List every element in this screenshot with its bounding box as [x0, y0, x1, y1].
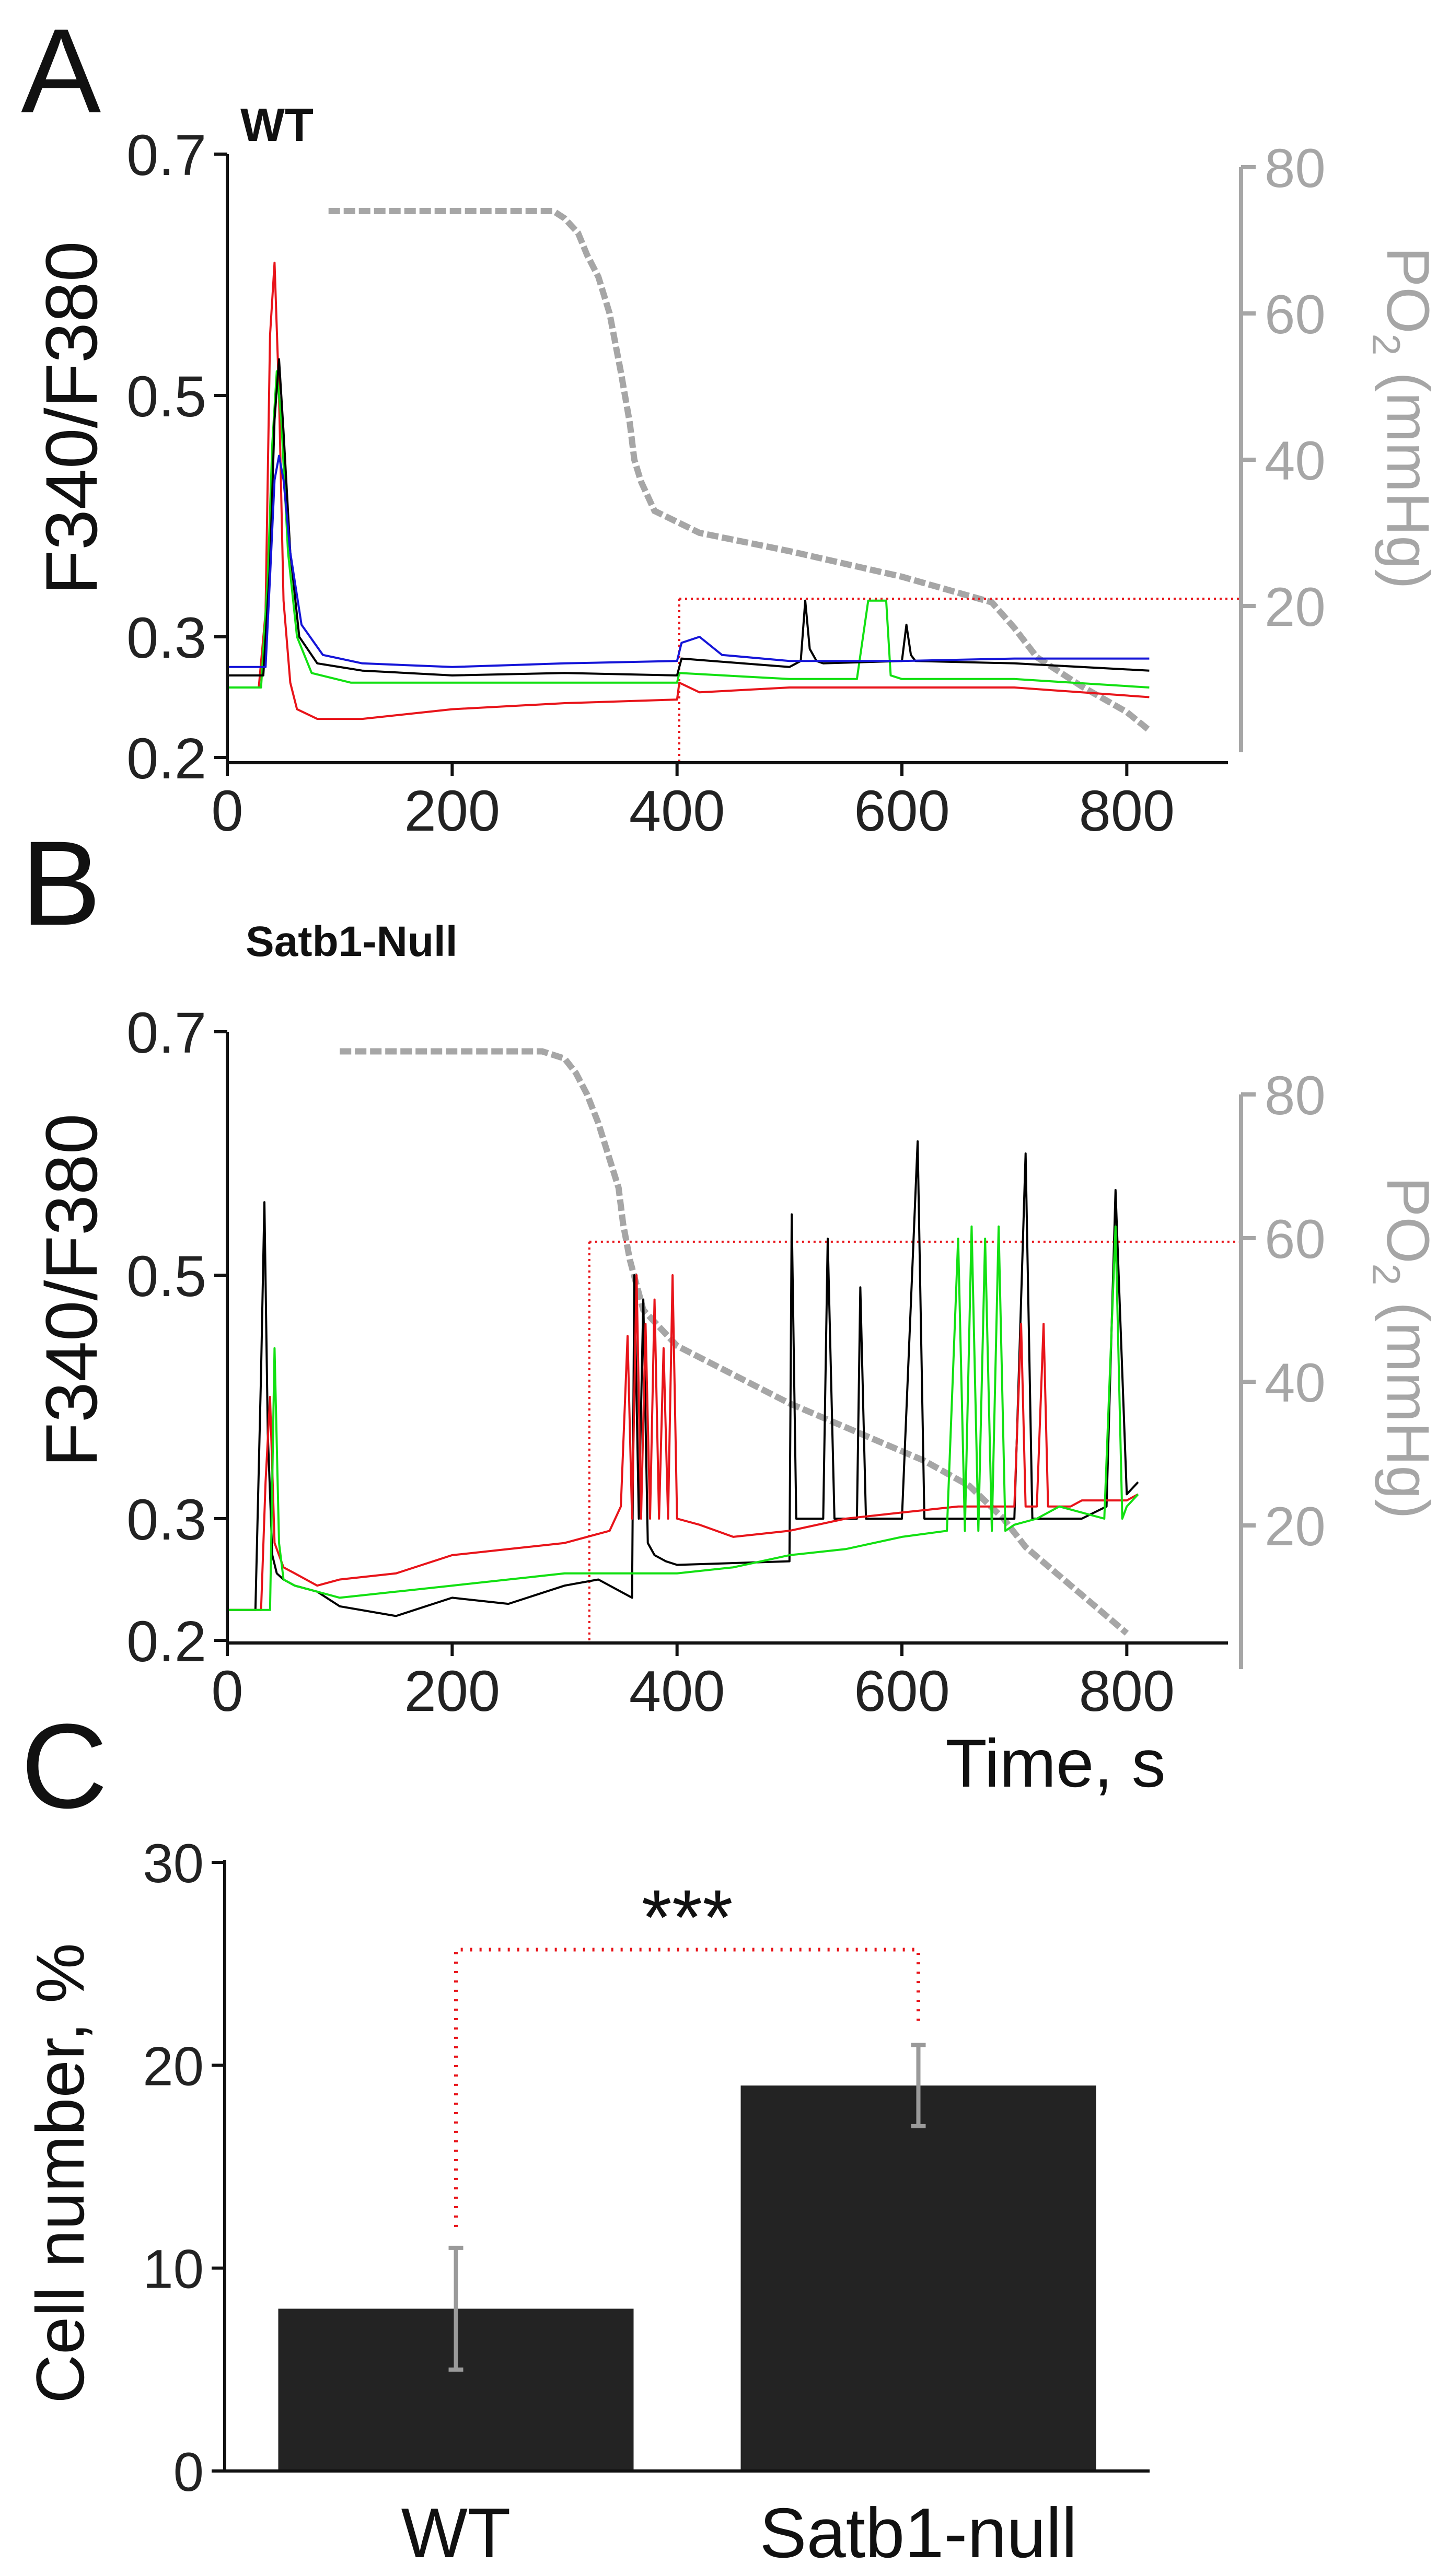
panel-a-po2-trace [328, 208, 1152, 733]
panel-a-po2-tick-label: 40 [1265, 430, 1326, 492]
panel-b-title: Satb1-Null [246, 918, 457, 965]
panel-b-chart: Satb1-Null F340/F380 PO2 (mmHg) Time, s … [30, 918, 1437, 1801]
panel-b-y-tick-label: 0.3 [126, 1488, 206, 1552]
panel-b-x-tick-label: 200 [404, 1659, 501, 1723]
panel-b-trace-red [227, 1274, 1139, 1611]
panel-a-y-tick-label: 0.7 [126, 123, 206, 188]
panel-label-b: B [21, 816, 101, 950]
panel-b-po2-tick-label: 80 [1265, 1065, 1326, 1126]
panel-label-c: C [21, 1699, 108, 1833]
panel-c-y-tick-label: 10 [143, 2239, 204, 2300]
panel-b-po2-label: PO2 (mmHg) [1364, 1176, 1437, 1519]
panel-b-po2-label-unit: (mmHg) [1374, 1285, 1437, 1519]
panel-c-chart: Cell number, % WT Satb1-null *** 0 10 20 30 [22, 1833, 1150, 2572]
panel-b-y-label: F340/F380 [30, 1113, 112, 1467]
panel-a-chart: WT F340/F380 PO2 (mmHg) 0.2 0.3 0.5 0.7 0 200… [30, 99, 1437, 843]
panel-a-po2-label-sub: 2 [1364, 334, 1408, 356]
panel-b-po2-label-main: PO [1374, 1176, 1437, 1263]
panel-c-y-tick-label: 20 [143, 2036, 204, 2097]
panel-a-trace-blue [227, 454, 1150, 668]
panel-label-a: A [21, 4, 101, 138]
panel-c-y-tick-label: 0 [173, 2442, 204, 2503]
significance-label: *** [641, 1873, 733, 1961]
panel-b-po2-tick-label: 60 [1265, 1209, 1326, 1270]
panel-a-y-tick-label: 0.3 [126, 606, 206, 670]
panel-a-po2-tick-label: 20 [1265, 577, 1326, 638]
panel-b-po2-tick-label: 20 [1265, 1496, 1326, 1557]
panel-a-po2-label-main: PO [1374, 247, 1437, 333]
panel-a-x-tick-label: 600 [854, 779, 950, 843]
panel-c-y-label: Cell number, % [22, 1943, 98, 2404]
panel-b-x-tick-label: 600 [854, 1659, 950, 1723]
panel-a-trace-red [227, 261, 1150, 720]
panel-c-y-tick-label: 30 [143, 1833, 204, 1894]
panel-b-po2-label-sub: 2 [1364, 1264, 1408, 1286]
panel-a-po2-tick-label: 80 [1265, 138, 1326, 199]
panel-b-po2-trace [340, 1048, 1129, 1636]
panel-a-po2-label: PO2 (mmHg) [1364, 247, 1437, 589]
panel-b-po2-tick-label: 40 [1265, 1353, 1326, 1414]
panel-a-po2-tick-label: 60 [1265, 284, 1326, 345]
panel-b-x-tick-label: 400 [629, 1659, 725, 1723]
panel-b-y-tick-label: 0.2 [126, 1610, 206, 1674]
panel-a-x-tick-label: 400 [629, 779, 725, 843]
panel-b-y-tick-label: 0.7 [126, 1001, 206, 1065]
panel-b-x-label: Time, s [945, 1725, 1165, 1801]
panel-a-x-tick-label: 800 [1079, 779, 1175, 843]
x-category-label: Satb1-null [760, 2493, 1077, 2572]
panel-a-trace-black [227, 358, 1150, 677]
panel-a-y-label: F340/F380 [30, 241, 112, 595]
panel-a-y-tick-label: 0.2 [126, 727, 206, 791]
panel-a-trace-green [227, 370, 1150, 689]
panel-a-x-tick-label: 0 [211, 779, 243, 843]
panel-b-x-tick-label: 800 [1079, 1659, 1175, 1723]
panel-a-y-tick-label: 0.5 [126, 365, 206, 429]
panel-b-x-tick-label: 0 [211, 1659, 243, 1723]
panel-b-trace-green [227, 1225, 1139, 1611]
panel-a-x-tick-label: 200 [404, 779, 501, 843]
bar-satb1-null [740, 2085, 1096, 2471]
panel-a-po2-label-unit: (mmHg) [1374, 355, 1437, 589]
panel-b-y-tick-label: 0.5 [126, 1244, 206, 1309]
x-category-label: WT [401, 2493, 511, 2572]
panel-a-title: WT [240, 99, 314, 151]
significance-bracket [454, 1948, 920, 2227]
